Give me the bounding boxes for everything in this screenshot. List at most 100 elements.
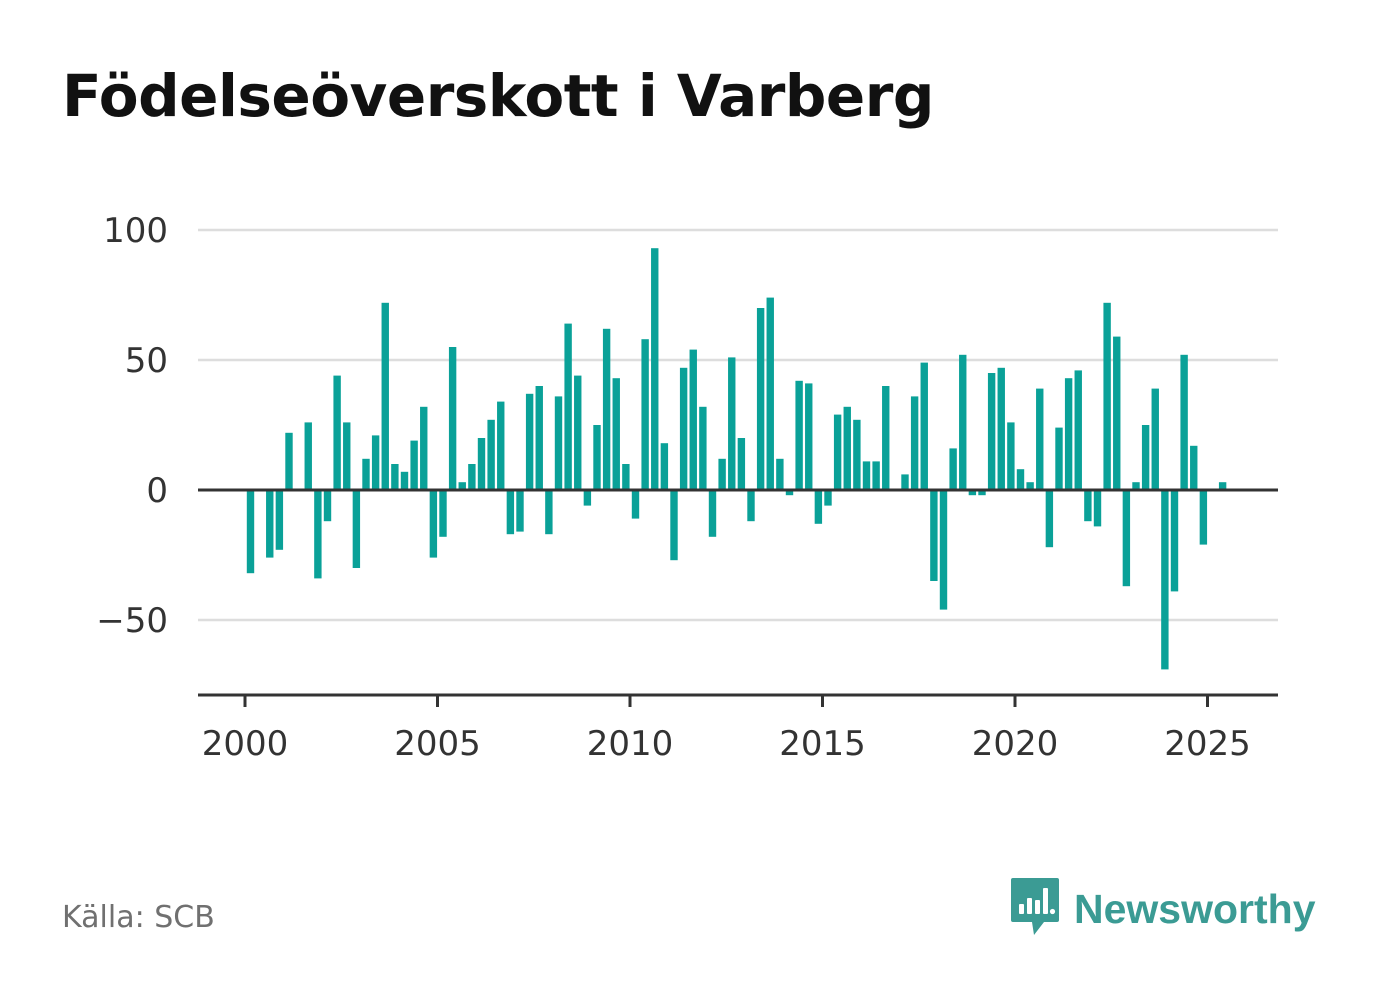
bar bbox=[362, 458, 370, 490]
bar bbox=[872, 461, 880, 490]
bar bbox=[343, 422, 351, 490]
y-tick-label: −50 bbox=[96, 601, 168, 641]
bar bbox=[670, 490, 678, 561]
bar bbox=[1026, 482, 1034, 490]
bar bbox=[631, 490, 640, 519]
bar bbox=[1084, 490, 1092, 522]
bar bbox=[525, 393, 534, 490]
bar bbox=[776, 458, 784, 490]
bar bbox=[862, 461, 871, 490]
bar bbox=[978, 490, 986, 496]
gridlines bbox=[198, 228, 1278, 622]
bar bbox=[747, 490, 755, 522]
bar bbox=[506, 490, 515, 535]
bar bbox=[949, 448, 957, 490]
bar bbox=[352, 490, 361, 568]
bar bbox=[1064, 378, 1073, 490]
x-tick-label: 2015 bbox=[779, 724, 866, 764]
bar bbox=[824, 490, 832, 506]
bar bbox=[660, 443, 669, 490]
bar bbox=[708, 490, 717, 537]
y-axis-tick-labels: −50 0 50 100 bbox=[96, 211, 168, 641]
y-tick-label: 100 bbox=[103, 211, 168, 251]
bar bbox=[275, 490, 284, 550]
bar bbox=[612, 378, 620, 490]
bar bbox=[689, 349, 697, 490]
bar bbox=[1218, 482, 1227, 490]
bars bbox=[246, 248, 1227, 670]
bar bbox=[1122, 490, 1131, 587]
bar bbox=[583, 490, 592, 506]
brand-name: Newsworthy bbox=[1074, 885, 1316, 932]
bar bbox=[487, 419, 495, 490]
y-tick-label: 0 bbox=[146, 471, 168, 511]
y-tick-label: 50 bbox=[125, 341, 168, 381]
bar bbox=[1007, 422, 1015, 490]
bar bbox=[477, 438, 486, 490]
axes bbox=[198, 488, 1278, 697]
bar bbox=[1074, 370, 1082, 490]
bar bbox=[814, 490, 823, 524]
bar bbox=[939, 490, 948, 610]
bar bbox=[420, 406, 428, 490]
bar bbox=[323, 490, 332, 522]
bar bbox=[679, 367, 688, 490]
bar bbox=[554, 396, 563, 490]
bar bbox=[1103, 302, 1111, 490]
bar bbox=[545, 490, 553, 535]
newsworthy-logo-icon bbox=[1010, 876, 1060, 942]
bar bbox=[266, 490, 274, 558]
bar bbox=[410, 440, 418, 490]
bar bbox=[429, 490, 438, 558]
bar bbox=[737, 438, 746, 490]
bar bbox=[314, 490, 322, 579]
bar bbox=[805, 383, 813, 490]
bar bbox=[728, 357, 736, 490]
bar bbox=[1180, 354, 1188, 490]
bar bbox=[833, 414, 842, 490]
bar bbox=[391, 464, 399, 490]
bar bbox=[535, 386, 543, 490]
bar bbox=[641, 339, 649, 490]
bar bbox=[304, 422, 312, 490]
bar bbox=[439, 490, 447, 537]
bar bbox=[602, 328, 611, 490]
bar bbox=[882, 386, 890, 490]
bar bbox=[901, 474, 909, 490]
bar bbox=[699, 406, 707, 490]
bar bbox=[651, 248, 659, 490]
bar bbox=[785, 490, 794, 496]
bar bbox=[997, 367, 1005, 490]
bar bbox=[756, 308, 765, 490]
bar bbox=[381, 302, 389, 490]
x-tick-label: 2000 bbox=[202, 724, 289, 764]
x-tick-label: 2025 bbox=[1164, 724, 1251, 764]
x-tick-label: 2010 bbox=[587, 724, 674, 764]
bar bbox=[1093, 490, 1102, 527]
bar bbox=[920, 362, 928, 490]
bar bbox=[1199, 490, 1208, 545]
bar bbox=[1036, 388, 1044, 490]
bar bbox=[497, 401, 505, 490]
bar bbox=[1016, 469, 1025, 490]
bar bbox=[766, 297, 774, 490]
bar bbox=[959, 354, 967, 490]
bar bbox=[1055, 427, 1063, 490]
bar bbox=[1141, 425, 1150, 490]
bar bbox=[448, 347, 457, 490]
bar bbox=[795, 380, 803, 490]
bar bbox=[1151, 388, 1159, 490]
brand-logo[interactable]: Newsworthy bbox=[1010, 878, 1316, 940]
bar bbox=[843, 406, 851, 490]
bar bbox=[622, 464, 630, 490]
bar bbox=[468, 464, 476, 490]
bar bbox=[564, 323, 572, 490]
bar bbox=[910, 396, 919, 490]
x-tick-label: 2020 bbox=[972, 724, 1059, 764]
bar bbox=[371, 435, 380, 490]
bar bbox=[853, 419, 861, 490]
bar bbox=[574, 375, 582, 490]
bar bbox=[593, 425, 601, 490]
bar bbox=[930, 490, 938, 581]
bar bbox=[246, 490, 255, 574]
